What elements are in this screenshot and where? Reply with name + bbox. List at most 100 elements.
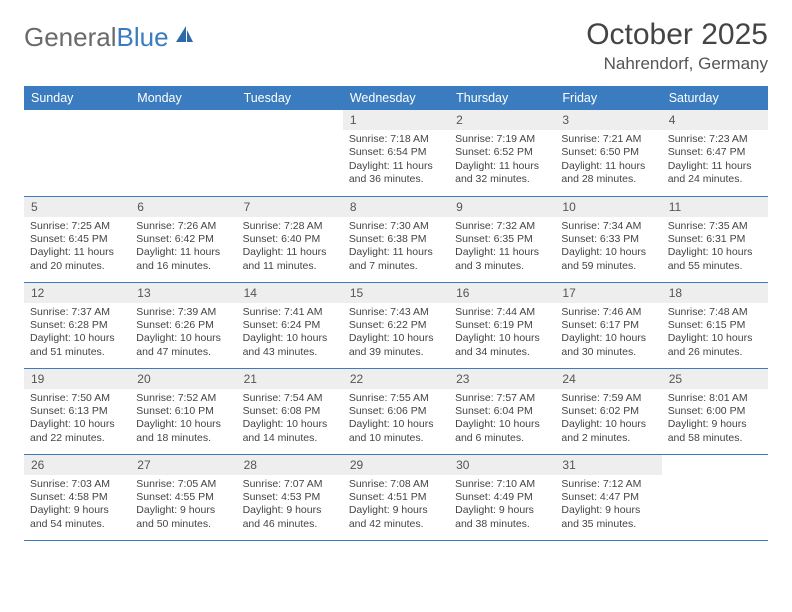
day-details: Sunrise: 7:07 AMSunset: 4:53 PMDaylight:…	[237, 475, 343, 536]
day-number: 14	[237, 283, 343, 303]
day-number: 19	[24, 369, 130, 389]
day-details: Sunrise: 7:05 AMSunset: 4:55 PMDaylight:…	[130, 475, 236, 536]
day-details: Sunrise: 7:46 AMSunset: 6:17 PMDaylight:…	[555, 303, 661, 364]
calendar-cell: 22Sunrise: 7:55 AMSunset: 6:06 PMDayligh…	[343, 368, 449, 454]
calendar-cell: 8Sunrise: 7:30 AMSunset: 6:38 PMDaylight…	[343, 196, 449, 282]
day-details: Sunrise: 7:41 AMSunset: 6:24 PMDaylight:…	[237, 303, 343, 364]
day-details: Sunrise: 7:35 AMSunset: 6:31 PMDaylight:…	[662, 217, 768, 278]
day-details: Sunrise: 7:34 AMSunset: 6:33 PMDaylight:…	[555, 217, 661, 278]
day-number: 5	[24, 197, 130, 217]
logo-text-part2: Blue	[117, 22, 169, 52]
day-details: Sunrise: 7:25 AMSunset: 6:45 PMDaylight:…	[24, 217, 130, 278]
logo-text: GeneralBlue	[24, 22, 169, 53]
day-details: Sunrise: 7:50 AMSunset: 6:13 PMDaylight:…	[24, 389, 130, 450]
day-number: 4	[662, 110, 768, 130]
calendar-cell	[237, 110, 343, 196]
day-number: 3	[555, 110, 661, 130]
day-number: 20	[130, 369, 236, 389]
day-number: 23	[449, 369, 555, 389]
day-header-row: Sunday Monday Tuesday Wednesday Thursday…	[24, 86, 768, 110]
day-number: 11	[662, 197, 768, 217]
calendar-cell: 20Sunrise: 7:52 AMSunset: 6:10 PMDayligh…	[130, 368, 236, 454]
calendar-cell: 12Sunrise: 7:37 AMSunset: 6:28 PMDayligh…	[24, 282, 130, 368]
day-header: Saturday	[662, 86, 768, 110]
calendar-cell	[662, 454, 768, 540]
calendar-cell: 4Sunrise: 7:23 AMSunset: 6:47 PMDaylight…	[662, 110, 768, 196]
calendar-cell: 9Sunrise: 7:32 AMSunset: 6:35 PMDaylight…	[449, 196, 555, 282]
day-number: 22	[343, 369, 449, 389]
calendar-cell: 16Sunrise: 7:44 AMSunset: 6:19 PMDayligh…	[449, 282, 555, 368]
day-number: 31	[555, 455, 661, 475]
day-number: 15	[343, 283, 449, 303]
calendar-row: 5Sunrise: 7:25 AMSunset: 6:45 PMDaylight…	[24, 196, 768, 282]
calendar-cell: 14Sunrise: 7:41 AMSunset: 6:24 PMDayligh…	[237, 282, 343, 368]
calendar-row: 1Sunrise: 7:18 AMSunset: 6:54 PMDaylight…	[24, 110, 768, 196]
day-header: Sunday	[24, 86, 130, 110]
day-number: 21	[237, 369, 343, 389]
day-number: 13	[130, 283, 236, 303]
calendar-row: 12Sunrise: 7:37 AMSunset: 6:28 PMDayligh…	[24, 282, 768, 368]
day-number: 1	[343, 110, 449, 130]
day-details: Sunrise: 7:48 AMSunset: 6:15 PMDaylight:…	[662, 303, 768, 364]
day-details: Sunrise: 7:10 AMSunset: 4:49 PMDaylight:…	[449, 475, 555, 536]
day-number: 27	[130, 455, 236, 475]
day-number: 16	[449, 283, 555, 303]
calendar-cell: 13Sunrise: 7:39 AMSunset: 6:26 PMDayligh…	[130, 282, 236, 368]
day-details: Sunrise: 7:08 AMSunset: 4:51 PMDaylight:…	[343, 475, 449, 536]
day-number: 17	[555, 283, 661, 303]
calendar-row: 19Sunrise: 7:50 AMSunset: 6:13 PMDayligh…	[24, 368, 768, 454]
calendar-cell: 1Sunrise: 7:18 AMSunset: 6:54 PMDaylight…	[343, 110, 449, 196]
calendar-cell: 18Sunrise: 7:48 AMSunset: 6:15 PMDayligh…	[662, 282, 768, 368]
day-details: Sunrise: 8:01 AMSunset: 6:00 PMDaylight:…	[662, 389, 768, 450]
location-label: Nahrendorf, Germany	[586, 54, 768, 74]
calendar-cell	[130, 110, 236, 196]
calendar-cell: 15Sunrise: 7:43 AMSunset: 6:22 PMDayligh…	[343, 282, 449, 368]
day-details: Sunrise: 7:59 AMSunset: 6:02 PMDaylight:…	[555, 389, 661, 450]
day-details: Sunrise: 7:30 AMSunset: 6:38 PMDaylight:…	[343, 217, 449, 278]
day-number: 10	[555, 197, 661, 217]
day-details: Sunrise: 7:55 AMSunset: 6:06 PMDaylight:…	[343, 389, 449, 450]
calendar-cell: 23Sunrise: 7:57 AMSunset: 6:04 PMDayligh…	[449, 368, 555, 454]
calendar-cell: 28Sunrise: 7:07 AMSunset: 4:53 PMDayligh…	[237, 454, 343, 540]
calendar-cell: 19Sunrise: 7:50 AMSunset: 6:13 PMDayligh…	[24, 368, 130, 454]
calendar-cell: 24Sunrise: 7:59 AMSunset: 6:02 PMDayligh…	[555, 368, 661, 454]
day-details: Sunrise: 7:57 AMSunset: 6:04 PMDaylight:…	[449, 389, 555, 450]
day-number: 9	[449, 197, 555, 217]
day-header: Tuesday	[237, 86, 343, 110]
day-details: Sunrise: 7:43 AMSunset: 6:22 PMDaylight:…	[343, 303, 449, 364]
calendar-cell: 25Sunrise: 8:01 AMSunset: 6:00 PMDayligh…	[662, 368, 768, 454]
day-number: 30	[449, 455, 555, 475]
day-details: Sunrise: 7:12 AMSunset: 4:47 PMDaylight:…	[555, 475, 661, 536]
day-details: Sunrise: 7:23 AMSunset: 6:47 PMDaylight:…	[662, 130, 768, 191]
day-details: Sunrise: 7:19 AMSunset: 6:52 PMDaylight:…	[449, 130, 555, 191]
calendar-body: 1Sunrise: 7:18 AMSunset: 6:54 PMDaylight…	[24, 110, 768, 540]
calendar-cell: 27Sunrise: 7:05 AMSunset: 4:55 PMDayligh…	[130, 454, 236, 540]
calendar-cell: 17Sunrise: 7:46 AMSunset: 6:17 PMDayligh…	[555, 282, 661, 368]
logo: GeneralBlue	[24, 22, 195, 53]
day-header: Wednesday	[343, 86, 449, 110]
calendar-cell: 2Sunrise: 7:19 AMSunset: 6:52 PMDaylight…	[449, 110, 555, 196]
day-number: 12	[24, 283, 130, 303]
day-details: Sunrise: 7:18 AMSunset: 6:54 PMDaylight:…	[343, 130, 449, 191]
page-title: October 2025	[586, 18, 768, 52]
day-header: Friday	[555, 86, 661, 110]
day-details: Sunrise: 7:52 AMSunset: 6:10 PMDaylight:…	[130, 389, 236, 450]
calendar-cell: 11Sunrise: 7:35 AMSunset: 6:31 PMDayligh…	[662, 196, 768, 282]
day-details: Sunrise: 7:54 AMSunset: 6:08 PMDaylight:…	[237, 389, 343, 450]
day-details: Sunrise: 7:39 AMSunset: 6:26 PMDaylight:…	[130, 303, 236, 364]
calendar-cell: 29Sunrise: 7:08 AMSunset: 4:51 PMDayligh…	[343, 454, 449, 540]
calendar-cell: 21Sunrise: 7:54 AMSunset: 6:08 PMDayligh…	[237, 368, 343, 454]
calendar-row: 26Sunrise: 7:03 AMSunset: 4:58 PMDayligh…	[24, 454, 768, 540]
day-details: Sunrise: 7:32 AMSunset: 6:35 PMDaylight:…	[449, 217, 555, 278]
day-number: 25	[662, 369, 768, 389]
day-header: Thursday	[449, 86, 555, 110]
header: GeneralBlue October 2025 Nahrendorf, Ger…	[24, 18, 768, 74]
calendar-cell: 30Sunrise: 7:10 AMSunset: 4:49 PMDayligh…	[449, 454, 555, 540]
day-number: 28	[237, 455, 343, 475]
day-details: Sunrise: 7:28 AMSunset: 6:40 PMDaylight:…	[237, 217, 343, 278]
title-block: October 2025 Nahrendorf, Germany	[586, 18, 768, 74]
calendar-cell: 26Sunrise: 7:03 AMSunset: 4:58 PMDayligh…	[24, 454, 130, 540]
calendar-cell: 5Sunrise: 7:25 AMSunset: 6:45 PMDaylight…	[24, 196, 130, 282]
calendar-cell: 6Sunrise: 7:26 AMSunset: 6:42 PMDaylight…	[130, 196, 236, 282]
calendar-cell	[24, 110, 130, 196]
